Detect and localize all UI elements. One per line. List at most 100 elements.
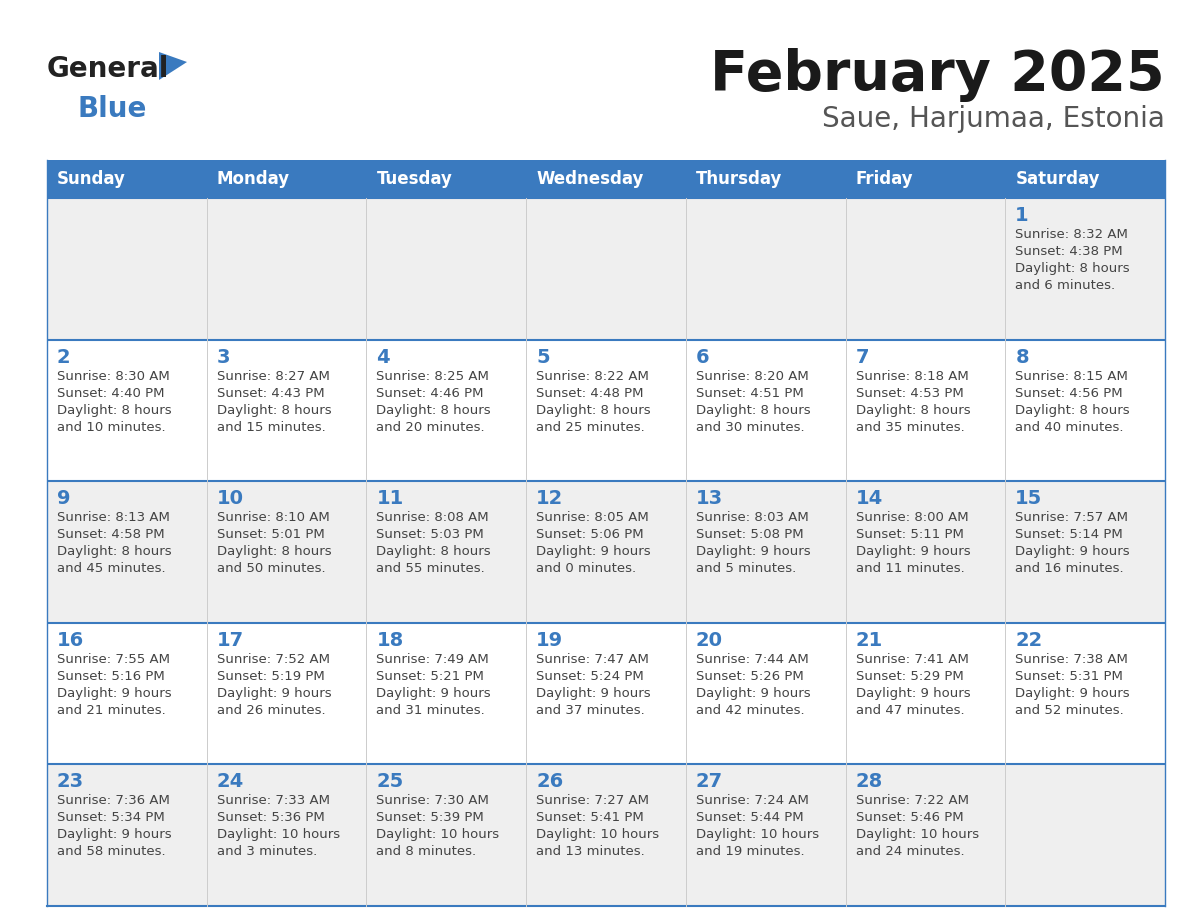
Text: Daylight: 9 hours: Daylight: 9 hours [536,687,651,700]
Text: 8: 8 [1016,348,1029,366]
Text: Daylight: 9 hours: Daylight: 9 hours [536,545,651,558]
Text: and 52 minutes.: and 52 minutes. [1016,704,1124,717]
Bar [366,160,526,198]
Bar [48,340,1165,481]
Text: 25: 25 [377,772,404,791]
Text: and 15 minutes.: and 15 minutes. [216,420,326,433]
Text: and 45 minutes.: and 45 minutes. [57,562,165,576]
Text: Sunrise: 8:30 AM: Sunrise: 8:30 AM [57,370,170,383]
Text: and 16 minutes.: and 16 minutes. [1016,562,1124,576]
Text: Sunrise: 8:15 AM: Sunrise: 8:15 AM [1016,370,1129,383]
Text: Sunset: 5:11 PM: Sunset: 5:11 PM [855,528,963,542]
Text: Sunset: 5:29 PM: Sunset: 5:29 PM [855,670,963,683]
Text: Sunset: 5:08 PM: Sunset: 5:08 PM [696,528,803,542]
Text: 21: 21 [855,631,883,650]
Text: Sunrise: 7:49 AM: Sunrise: 7:49 AM [377,653,489,666]
Text: and 6 minutes.: and 6 minutes. [1016,279,1116,292]
Text: Sunrise: 7:47 AM: Sunrise: 7:47 AM [536,653,649,666]
Text: and 35 minutes.: and 35 minutes. [855,420,965,433]
Text: Sunrise: 7:27 AM: Sunrise: 7:27 AM [536,794,649,808]
Text: Daylight: 9 hours: Daylight: 9 hours [57,687,171,700]
Text: Daylight: 8 hours: Daylight: 8 hours [536,404,651,417]
Text: Sunrise: 8:10 AM: Sunrise: 8:10 AM [216,511,329,524]
Text: Sunset: 5:34 PM: Sunset: 5:34 PM [57,812,165,824]
Polygon shape [159,52,187,80]
Text: Daylight: 8 hours: Daylight: 8 hours [216,545,331,558]
Text: and 40 minutes.: and 40 minutes. [1016,420,1124,433]
Text: 4: 4 [377,348,390,366]
Text: 17: 17 [216,631,244,650]
Text: Sunrise: 7:38 AM: Sunrise: 7:38 AM [1016,653,1129,666]
Text: Daylight: 10 hours: Daylight: 10 hours [696,828,819,842]
Text: 1: 1 [1016,206,1029,225]
Text: Sunrise: 8:05 AM: Sunrise: 8:05 AM [536,511,649,524]
Text: Sunset: 4:58 PM: Sunset: 4:58 PM [57,528,165,542]
Text: Sunrise: 7:55 AM: Sunrise: 7:55 AM [57,653,170,666]
Text: Sunrise: 8:20 AM: Sunrise: 8:20 AM [696,370,809,383]
Text: Daylight: 8 hours: Daylight: 8 hours [377,404,491,417]
Text: Daylight: 8 hours: Daylight: 8 hours [57,545,171,558]
Text: and 30 minutes.: and 30 minutes. [696,420,804,433]
Text: 26: 26 [536,772,563,791]
Text: Sunrise: 8:03 AM: Sunrise: 8:03 AM [696,511,809,524]
Text: Sunset: 4:56 PM: Sunset: 4:56 PM [1016,386,1123,399]
Text: Sunset: 5:31 PM: Sunset: 5:31 PM [1016,670,1123,683]
Text: and 25 minutes.: and 25 minutes. [536,420,645,433]
Text: and 31 minutes.: and 31 minutes. [377,704,485,717]
Text: Sunrise: 7:30 AM: Sunrise: 7:30 AM [377,794,489,808]
Text: Daylight: 8 hours: Daylight: 8 hours [377,545,491,558]
Text: Friday: Friday [855,170,914,188]
Text: 13: 13 [696,489,723,509]
Bar [685,160,846,198]
Text: Sunday: Sunday [57,170,126,188]
Text: Saturday: Saturday [1016,170,1100,188]
Text: 10: 10 [216,489,244,509]
Text: Sunset: 4:53 PM: Sunset: 4:53 PM [855,386,963,399]
Text: Daylight: 9 hours: Daylight: 9 hours [216,687,331,700]
Text: Sunrise: 8:18 AM: Sunrise: 8:18 AM [855,370,968,383]
Text: Sunset: 5:26 PM: Sunset: 5:26 PM [696,670,803,683]
Bar [526,160,685,198]
Text: and 3 minutes.: and 3 minutes. [216,845,317,858]
Text: 3: 3 [216,348,230,366]
Text: Daylight: 10 hours: Daylight: 10 hours [216,828,340,842]
Text: Tuesday: Tuesday [377,170,453,188]
Text: Sunset: 5:36 PM: Sunset: 5:36 PM [216,812,324,824]
Text: Daylight: 8 hours: Daylight: 8 hours [1016,262,1130,275]
Bar [207,160,366,198]
Text: 16: 16 [57,631,84,650]
Bar [48,622,1165,765]
Text: Daylight: 10 hours: Daylight: 10 hours [855,828,979,842]
Text: 2: 2 [57,348,70,366]
Text: 27: 27 [696,772,723,791]
Text: and 8 minutes.: and 8 minutes. [377,845,476,858]
Text: Sunset: 4:51 PM: Sunset: 4:51 PM [696,386,803,399]
Text: Daylight: 10 hours: Daylight: 10 hours [377,828,499,842]
Text: and 0 minutes.: and 0 minutes. [536,562,637,576]
Text: 6: 6 [696,348,709,366]
Text: Sunset: 5:39 PM: Sunset: 5:39 PM [377,812,485,824]
Text: Sunrise: 7:36 AM: Sunrise: 7:36 AM [57,794,170,808]
Text: 22: 22 [1016,631,1043,650]
Bar [1005,160,1165,198]
Bar [846,160,1005,198]
Text: Sunset: 4:46 PM: Sunset: 4:46 PM [377,386,484,399]
Text: Daylight: 8 hours: Daylight: 8 hours [1016,404,1130,417]
Text: and 47 minutes.: and 47 minutes. [855,704,965,717]
Text: Sunrise: 8:22 AM: Sunrise: 8:22 AM [536,370,649,383]
Bar [48,198,1165,340]
Text: Saue, Harjumaa, Estonia: Saue, Harjumaa, Estonia [822,105,1165,133]
Text: Sunrise: 7:24 AM: Sunrise: 7:24 AM [696,794,809,808]
Text: Sunset: 5:01 PM: Sunset: 5:01 PM [216,528,324,542]
Text: Sunset: 5:16 PM: Sunset: 5:16 PM [57,670,165,683]
Text: Daylight: 10 hours: Daylight: 10 hours [536,828,659,842]
Text: and 5 minutes.: and 5 minutes. [696,562,796,576]
Text: Sunset: 5:03 PM: Sunset: 5:03 PM [377,528,485,542]
Text: and 10 minutes.: and 10 minutes. [57,420,165,433]
Text: Sunset: 4:38 PM: Sunset: 4:38 PM [1016,245,1123,258]
Bar [48,765,1165,906]
Text: and 37 minutes.: and 37 minutes. [536,704,645,717]
Text: 9: 9 [57,489,70,509]
Text: 23: 23 [57,772,84,791]
Text: 28: 28 [855,772,883,791]
